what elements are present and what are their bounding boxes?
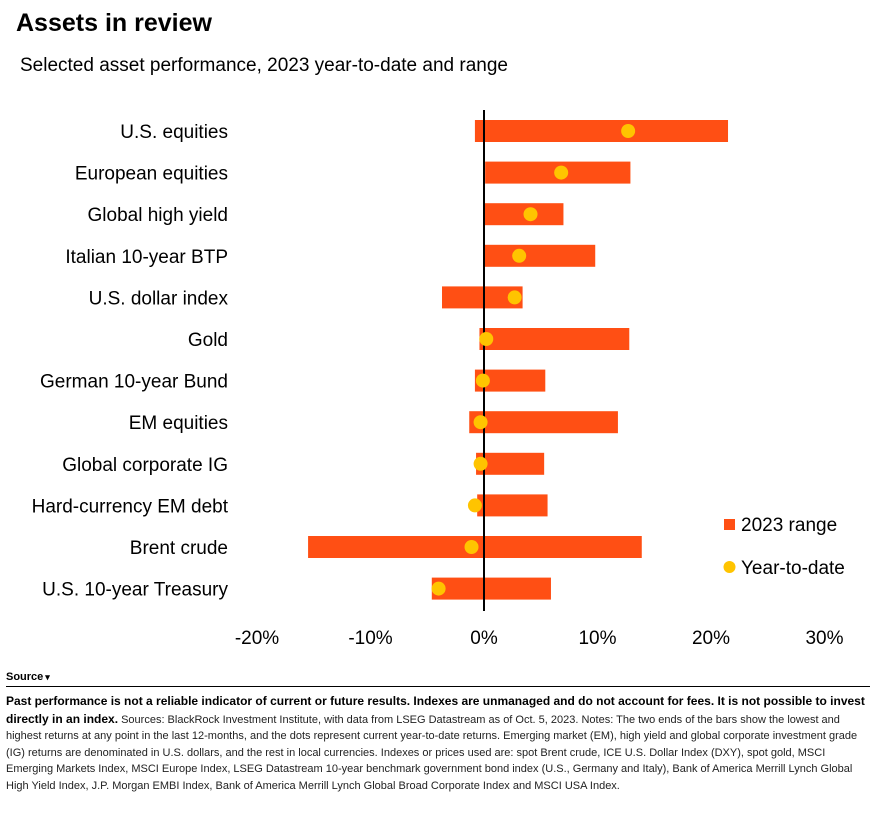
ytd-dots — [431, 124, 636, 596]
x-tick-label: 10% — [578, 628, 616, 649]
category-label: German 10-year Bund — [40, 372, 228, 393]
ytd-dot — [467, 498, 482, 513]
category-label: U.S. 10-year Treasury — [42, 580, 228, 601]
category-label: Brent crude — [130, 538, 228, 559]
ytd-dot — [507, 290, 522, 305]
ytd-dot — [464, 540, 479, 554]
x-tick-label: -20% — [235, 628, 279, 649]
category-label: U.S. dollar index — [89, 288, 229, 309]
source-toggle[interactable]: Source ▾ — [6, 671, 50, 683]
ytd-dot — [554, 165, 569, 180]
category-label: Hard-currency EM debt — [32, 496, 229, 517]
category-label: Global high yield — [88, 205, 228, 226]
disclaimer: Past performance is not a reliable indic… — [6, 694, 865, 726]
range-bar — [474, 120, 729, 142]
ytd-dot — [512, 248, 527, 263]
category-label: Gold — [188, 330, 228, 351]
range-bar — [479, 328, 630, 350]
category-labels: U.S. equities European equities Global hig… — [32, 122, 229, 601]
range-bars — [308, 120, 729, 600]
range-bar — [442, 286, 523, 309]
ytd-dot — [473, 415, 488, 430]
category-label: Global corporate IG — [62, 455, 228, 476]
range-bar — [469, 411, 618, 434]
x-axis-ticks: -20% -10% 0% 10% 20% 30% — [235, 628, 844, 649]
category-label: European equities — [75, 164, 228, 185]
category-label: U.S. equities — [120, 122, 228, 143]
range-bar — [484, 244, 596, 267]
range-bar — [477, 494, 548, 517]
legend: 2023 range Year-to-date — [723, 515, 845, 579]
source-label: Source — [6, 671, 44, 683]
ytd-dot — [621, 124, 636, 138]
x-tick-label: 0% — [470, 628, 498, 649]
legend-range-swatch — [724, 519, 735, 530]
ytd-dot — [431, 581, 446, 596]
chart-title: Assets in review — [16, 9, 212, 37]
range-chart: U.S. equities European equities Global hig… — [32, 110, 845, 649]
x-tick-label: 30% — [805, 628, 843, 649]
x-tick-label: 20% — [692, 628, 730, 649]
chevron-down-icon: ▾ — [45, 672, 50, 682]
range-bar — [476, 452, 545, 475]
chart-subtitle: Selected asset performance, 2023 year-to… — [20, 55, 508, 76]
footnotes: Past performance is not a reliable indic… — [6, 693, 868, 794]
ytd-dot — [479, 332, 494, 346]
legend-ytd-label: Year-to-date — [741, 558, 845, 579]
category-label: Italian 10-year BTP — [65, 247, 228, 268]
legend-ytd-swatch — [723, 561, 736, 573]
range-bar — [431, 577, 551, 600]
ytd-dot — [475, 373, 490, 388]
source-notes: Sources: BlackRock Investment Institute,… — [6, 713, 858, 792]
x-tick-label: -10% — [348, 628, 392, 649]
range-bar — [474, 369, 546, 392]
ytd-dot — [473, 456, 488, 471]
category-label: EM equities — [129, 413, 228, 434]
ytd-dot — [523, 207, 538, 222]
divider — [6, 686, 870, 687]
legend-range-label: 2023 range — [741, 515, 837, 536]
